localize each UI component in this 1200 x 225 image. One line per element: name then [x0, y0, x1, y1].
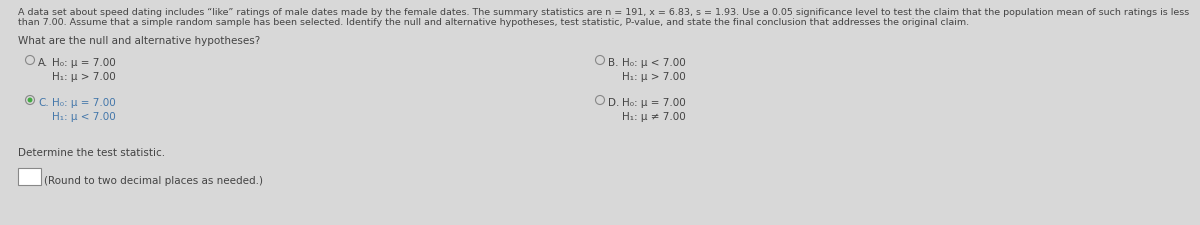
- Text: H₀: μ = 7.00: H₀: μ = 7.00: [52, 98, 115, 108]
- Text: H₀: μ = 7.00: H₀: μ = 7.00: [52, 58, 115, 68]
- Circle shape: [28, 98, 32, 103]
- Text: H₀: μ < 7.00: H₀: μ < 7.00: [622, 58, 685, 68]
- Text: C.: C.: [38, 98, 49, 108]
- FancyBboxPatch shape: [18, 168, 41, 185]
- Text: H₁: μ < 7.00: H₁: μ < 7.00: [52, 112, 115, 122]
- Text: A.: A.: [38, 58, 48, 68]
- Text: H₁: μ > 7.00: H₁: μ > 7.00: [52, 72, 115, 82]
- Text: than 7.00. Assume that a simple random sample has been selected. Identify the nu: than 7.00. Assume that a simple random s…: [18, 18, 970, 27]
- Text: H₁: μ > 7.00: H₁: μ > 7.00: [622, 72, 685, 82]
- Text: D.: D.: [608, 98, 619, 108]
- Text: B.: B.: [608, 58, 618, 68]
- Text: (Round to two decimal places as needed.): (Round to two decimal places as needed.): [44, 175, 263, 185]
- Text: A data set about speed dating includes “like” ratings of male dates made by the : A data set about speed dating includes “…: [18, 8, 1189, 17]
- Text: What are the null and alternative hypotheses?: What are the null and alternative hypoth…: [18, 36, 260, 46]
- Text: H₁: μ ≠ 7.00: H₁: μ ≠ 7.00: [622, 112, 685, 122]
- Text: H₀: μ = 7.00: H₀: μ = 7.00: [622, 98, 685, 108]
- Text: Determine the test statistic.: Determine the test statistic.: [18, 147, 166, 157]
